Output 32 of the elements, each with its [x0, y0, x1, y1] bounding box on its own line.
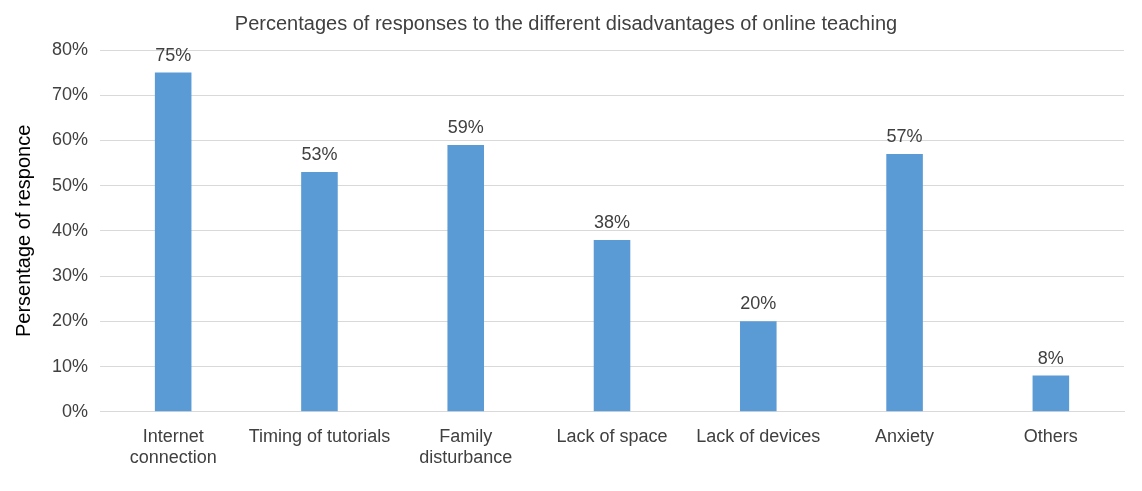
y-axis-title: Persentage of responce	[11, 124, 34, 338]
data-label: 8%	[1037, 347, 1064, 368]
x-tick-label: Lack of space	[556, 425, 668, 446]
data-label: 53%	[301, 144, 338, 165]
x-tick-label: Lack of devices	[696, 425, 821, 446]
data-label: 75%	[155, 44, 192, 65]
bar	[886, 154, 923, 412]
y-tick-label: 20%	[52, 310, 89, 331]
y-tick-label: 80%	[52, 38, 89, 59]
chart-title: Percentages of responses to the different disadvantages of online teaching	[234, 11, 898, 34]
bar	[154, 72, 192, 412]
y-tick-label: 10%	[52, 355, 89, 376]
data-label: 38%	[594, 211, 631, 232]
y-tick-label: 30%	[52, 265, 89, 286]
y-tick-label: 40%	[52, 219, 89, 240]
y-tick-label: 60%	[52, 129, 89, 150]
data-label: 59%	[447, 116, 484, 137]
y-tick-label: 0%	[62, 400, 89, 421]
data-label: 57%	[886, 125, 923, 146]
x-tick-label: Family disturbance	[419, 425, 513, 468]
y-tick-label: 50%	[52, 174, 89, 195]
bar	[1032, 375, 1070, 412]
bar	[593, 239, 631, 412]
bar	[447, 144, 485, 412]
x-tick-label: Anxiety	[875, 425, 935, 446]
bar	[301, 172, 338, 412]
y-tick-label: 70%	[52, 84, 89, 105]
x-tick-label: Others	[1023, 425, 1078, 446]
x-tick-label: Internet connection	[129, 425, 217, 468]
bar	[740, 321, 777, 412]
data-label: 20%	[740, 293, 777, 314]
x-tick-label: Timing of tutorials	[248, 425, 391, 446]
